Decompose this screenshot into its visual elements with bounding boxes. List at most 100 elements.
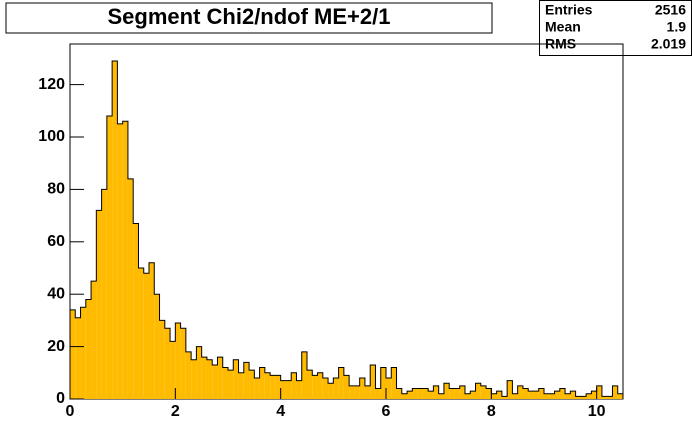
- bar: [507, 380, 513, 399]
- bar: [343, 375, 350, 399]
- bar: [180, 328, 186, 399]
- bar: [75, 317, 81, 399]
- bar: [143, 273, 149, 399]
- bar: [206, 359, 213, 399]
- bar: [222, 367, 228, 399]
- bar: [301, 351, 307, 399]
- bar: [270, 375, 276, 399]
- bar: [185, 351, 192, 399]
- bar: [580, 396, 587, 399]
- bar: [91, 281, 97, 399]
- bar: [512, 393, 518, 399]
- bar: [122, 121, 128, 399]
- y-tick-label: 40: [47, 285, 65, 302]
- bar: [391, 367, 397, 399]
- stat-value: 2.019: [651, 36, 686, 52]
- y-tick-label: 0: [56, 390, 65, 407]
- bar: [312, 375, 318, 399]
- bar: [159, 320, 165, 399]
- bar: [201, 357, 207, 399]
- stat-label: Entries: [545, 2, 593, 18]
- bar: [422, 388, 429, 399]
- bar: [96, 210, 102, 399]
- bar: [396, 388, 402, 399]
- bar: [480, 385, 487, 399]
- x-tick-label: 0: [66, 403, 75, 420]
- title-box: [5, 2, 493, 34]
- bar: [164, 328, 171, 399]
- bar: [138, 268, 144, 399]
- y-tick-label: 80: [47, 181, 65, 198]
- bar: [570, 391, 576, 399]
- bar: [449, 388, 455, 399]
- bar: [575, 396, 581, 399]
- bar: [486, 388, 492, 399]
- y-tick-label: 120: [38, 76, 65, 93]
- bar: [101, 189, 107, 399]
- bar: [386, 378, 392, 399]
- bar: [438, 393, 444, 399]
- bar: [428, 391, 434, 399]
- bar: [465, 393, 471, 399]
- bar: [154, 294, 160, 399]
- stats-box: [539, 0, 692, 56]
- bar: [285, 380, 292, 399]
- bar: [259, 367, 265, 399]
- bar: [264, 372, 271, 399]
- bar: [375, 388, 381, 399]
- x-tick-label: 4: [276, 403, 285, 420]
- bar: [491, 393, 497, 399]
- y-tick-label: 20: [47, 338, 65, 355]
- bar: [470, 391, 476, 399]
- bar: [380, 367, 386, 399]
- bar: [596, 385, 602, 399]
- bar: [544, 393, 550, 399]
- bar: [443, 383, 450, 399]
- x-tick-label: 2: [171, 403, 180, 420]
- bar: [133, 223, 139, 399]
- bar: [85, 299, 92, 399]
- bar: [528, 391, 534, 399]
- bar: [612, 385, 618, 399]
- bar: [307, 370, 313, 399]
- bar: [617, 393, 623, 399]
- bar: [291, 372, 297, 399]
- bar: [496, 391, 502, 399]
- bar: [354, 385, 360, 399]
- bar: [233, 359, 239, 399]
- bar: [117, 123, 123, 399]
- bar: [127, 178, 134, 399]
- bar: [538, 388, 544, 399]
- x-tick-label: 10: [588, 403, 606, 420]
- bar: [228, 370, 234, 399]
- chart-title: Segment Chi2/ndof ME+2/1: [108, 4, 391, 29]
- bar: [601, 396, 608, 399]
- stat-label: Mean: [545, 19, 581, 35]
- bar: [407, 391, 413, 399]
- y-tick-label: 100: [38, 128, 65, 145]
- bar: [249, 370, 255, 399]
- bar: [559, 388, 566, 399]
- bar: [412, 388, 418, 399]
- bar: [417, 388, 423, 399]
- x-tick-label: 6: [382, 403, 391, 420]
- bar: [170, 341, 176, 399]
- bar: [401, 393, 408, 399]
- bar: [359, 378, 365, 399]
- bar: [322, 378, 329, 399]
- bar: [591, 391, 597, 399]
- bar: [217, 357, 223, 399]
- bar: [80, 307, 86, 399]
- x-tick-label: 8: [487, 403, 496, 420]
- stat-value: 1.9: [667, 19, 687, 35]
- bar: [517, 385, 523, 399]
- bar: [70, 309, 76, 399]
- bar: [296, 380, 302, 399]
- bar: [433, 385, 439, 399]
- bar: [175, 323, 181, 399]
- bar: [328, 383, 334, 399]
- bar: [338, 367, 344, 399]
- bar: [349, 385, 355, 399]
